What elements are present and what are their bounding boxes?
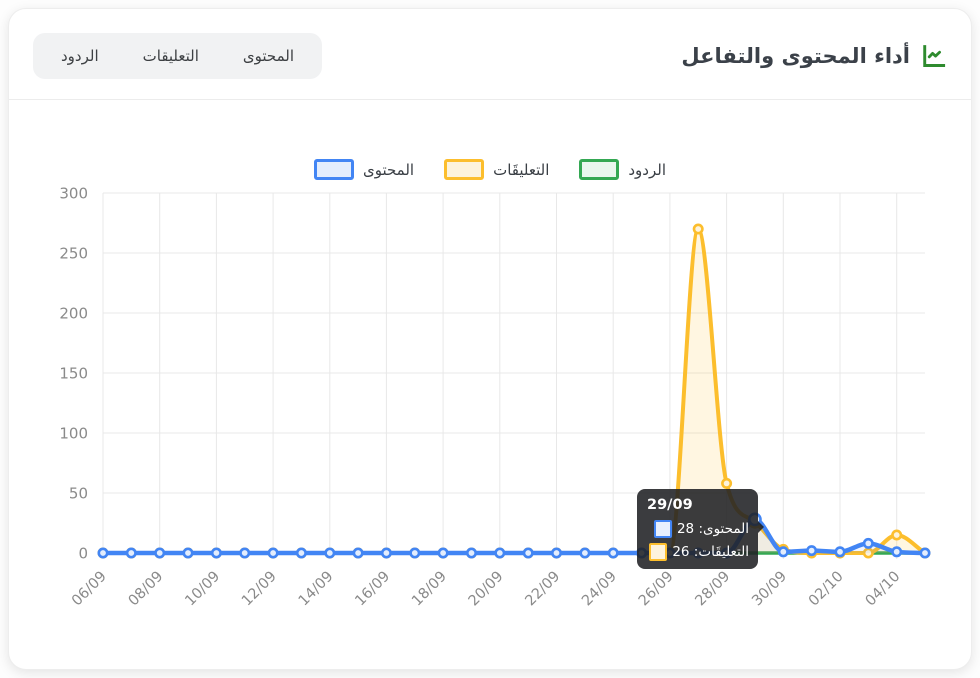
tooltip-row-content: المحتوى: 28 [646,520,749,538]
tooltip-row-comments: التعليقَات: 26 [646,543,749,561]
chart-tooltip: 29/09 المحتوى: 28 التعليقَات: 26 [637,489,764,569]
line-chart-icon [920,43,947,70]
content-performance-card: أداء المحتوى والتفاعل المحتوى التعليقات … [8,8,972,670]
legend-swatch-comments [444,159,485,180]
tooltip-title: 29/09 [647,497,693,513]
legend-label-comments: التعليقَات [493,160,550,179]
legend-swatch-replies [579,159,620,180]
card-header: أداء المحتوى والتفاعل المحتوى التعليقات … [9,9,971,100]
tooltip-text-comments: التعليقَات: 26 [672,544,749,560]
title-group: أداء المحتوى والتفاعل [681,43,947,70]
tooltip-caret [758,521,764,533]
legend-item-comments[interactable]: التعليقَات [444,159,549,180]
tabs-bar: المحتوى التعليقات الردود [33,33,323,79]
chart-legend: المحتوى التعليقَات الردود [9,159,971,180]
legend-label-content: المحتوى [362,160,415,179]
page-title: أداء المحتوى والتفاعل [681,44,910,68]
legend-item-replies[interactable]: الردود [579,159,666,180]
tooltip-text-content: المحتوى: 28 [676,521,749,537]
legend-swatch-content [313,159,354,180]
tooltip-swatch-comments [649,543,668,561]
tooltip-swatch-content [653,520,672,538]
tab-replies[interactable]: الردود [39,37,121,75]
tab-comments[interactable]: التعليقات [121,37,221,75]
legend-label-replies: الردود [628,160,666,179]
legend-item-content[interactable]: المحتوى [313,159,415,180]
tab-content[interactable]: المحتوى [221,37,316,75]
